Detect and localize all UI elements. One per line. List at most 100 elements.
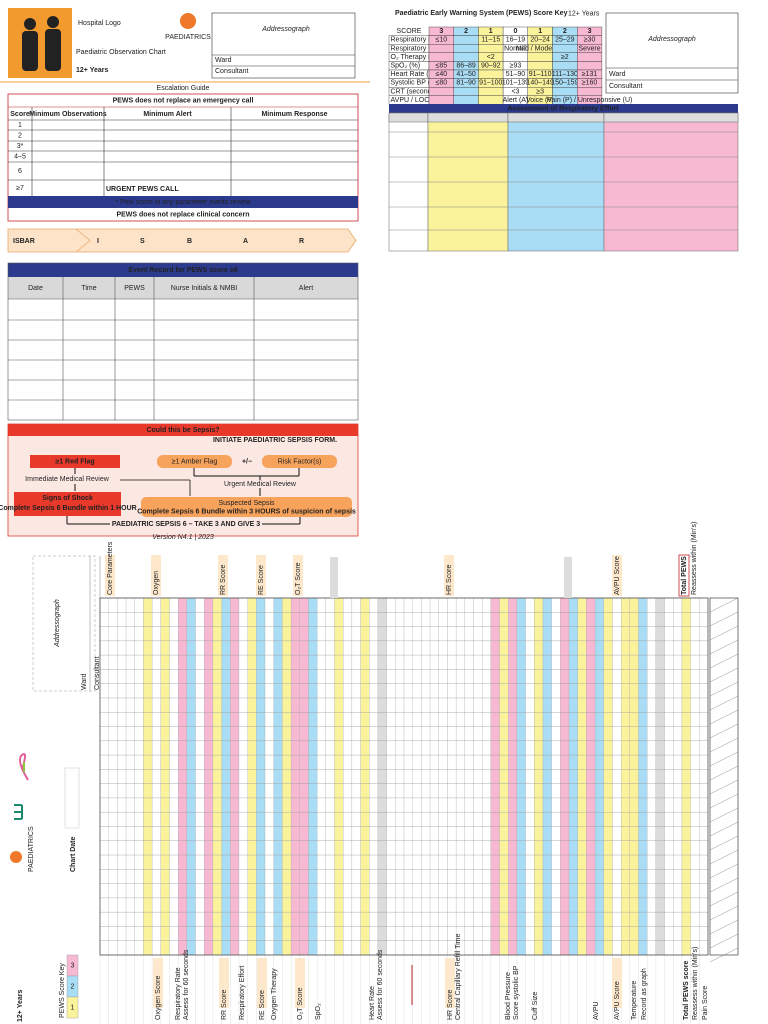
resp-column-head	[603, 112, 739, 123]
key-row-label: Respiratory Rate (bpm)	[391, 37, 464, 44]
paediatrics: PAEDIATRICS	[165, 34, 211, 41]
grid-column	[212, 597, 222, 956]
grid-column	[534, 597, 544, 956]
rule	[709, 723, 739, 739]
footer-tag	[445, 958, 455, 1008]
column-header: Minimum Alert	[143, 111, 192, 118]
red-flag-box	[30, 455, 120, 468]
grid-column	[221, 597, 231, 956]
grid-column	[438, 597, 448, 956]
grid-column	[395, 597, 405, 956]
key-value: ≥2	[561, 54, 569, 61]
rule	[709, 821, 739, 837]
key-value: ≤80	[436, 80, 448, 87]
row-label: Reassess within (Min's)	[692, 947, 699, 1020]
grid-column	[690, 597, 700, 956]
key-value: Voice (V)	[526, 97, 554, 104]
grid-column	[542, 597, 552, 956]
addressograph: Addressograph	[261, 26, 310, 33]
grid-column	[125, 597, 135, 956]
key-value: 81–90	[456, 80, 476, 87]
key-value: ≤10	[436, 37, 448, 44]
column-title: Core Parameters	[107, 541, 114, 595]
red-flag: ≥1 Red Flag	[55, 458, 94, 465]
key-cell	[478, 86, 504, 96]
key-header: 0	[513, 28, 517, 35]
key-row-label: Heart Rate (BPM)	[391, 71, 447, 78]
key-value: ≥3	[536, 88, 544, 95]
risk-box	[262, 455, 337, 468]
column-title: AVPU Score	[614, 556, 621, 595]
grid-column	[369, 597, 379, 956]
row-label: RE Score	[259, 990, 266, 1020]
score: 6	[18, 168, 22, 175]
footer-tag	[153, 958, 163, 1008]
key-score: 1	[71, 1004, 75, 1011]
key-value: 91–110	[529, 71, 552, 78]
resp-column-head	[427, 112, 509, 123]
row-label: Cuff Size	[532, 992, 539, 1020]
column-header: PEWS	[124, 285, 145, 292]
grid-column	[551, 597, 561, 956]
hse-logo	[14, 804, 23, 820]
key-cell	[453, 35, 479, 45]
rule	[709, 737, 739, 753]
key-row-label: CRT (seconds)	[391, 88, 438, 95]
grid-column	[299, 597, 309, 956]
isbar-divider	[75, 228, 91, 253]
column-header: Time	[81, 285, 96, 292]
header-tag	[293, 555, 303, 596]
age: 12+ Years	[76, 67, 108, 74]
rule	[709, 877, 739, 893]
header-tag	[256, 555, 266, 596]
score: 1	[18, 122, 22, 129]
rule	[709, 751, 739, 767]
column-header: Minimum Response	[261, 111, 327, 118]
row-label: Respiratory Rate	[175, 967, 182, 1020]
key-cell	[428, 95, 454, 105]
row-label: Heart Rate	[369, 986, 376, 1020]
grid-column	[334, 597, 344, 956]
key-row-label: SpO₂ (%)	[391, 63, 421, 70]
key-row-label: AVPU / LOC Response	[391, 97, 463, 104]
rule	[709, 807, 739, 823]
key-value: ≥160	[582, 80, 598, 87]
score: ≥7	[16, 185, 24, 192]
rule	[709, 765, 739, 781]
note-band	[8, 196, 358, 208]
header-tag	[218, 555, 228, 596]
key-cell	[428, 52, 454, 62]
grid-column	[143, 597, 153, 956]
grid-column	[386, 597, 396, 956]
key-value: ≥30	[584, 37, 596, 44]
column-header: Nurse Initials & NMBI	[171, 285, 238, 292]
key-value: Normal	[504, 45, 527, 52]
key-value: 140–149	[527, 80, 554, 87]
sepsis-initiate: INITIATE PAEDIATRIC SEPSIS FORM.	[213, 437, 337, 444]
key-value: 20–24	[530, 37, 550, 44]
grid-column	[247, 597, 257, 956]
paediatrics: PAEDIATRICS	[28, 826, 35, 872]
shock: Signs of Shock	[42, 495, 93, 502]
grid-column	[473, 597, 483, 956]
grid-column	[655, 597, 665, 956]
key-cell	[577, 61, 603, 71]
urgent-review: Urgent Medical Review	[224, 481, 297, 488]
row-label: SpO₂	[315, 1003, 322, 1020]
addressograph-box	[211, 12, 356, 79]
grid-column	[447, 597, 457, 956]
header-tag	[151, 555, 161, 596]
column-title: Reassess within (Min's)	[691, 522, 698, 595]
urgent-call: URGENT PEWS CALL	[106, 186, 179, 193]
row-label: Temperature	[631, 981, 638, 1020]
grid-column	[117, 597, 127, 956]
key-header: 3	[588, 28, 592, 35]
grid-column	[178, 597, 188, 956]
key-cell	[577, 86, 603, 96]
key-value: ≤40	[436, 71, 448, 78]
score-key: PEWS Score Key	[59, 963, 66, 1018]
resp-column-head	[388, 112, 429, 123]
header-tag	[105, 555, 115, 596]
suspected-action: Complete Sepsis 6 Bundle within 3 HOURS …	[137, 508, 356, 515]
